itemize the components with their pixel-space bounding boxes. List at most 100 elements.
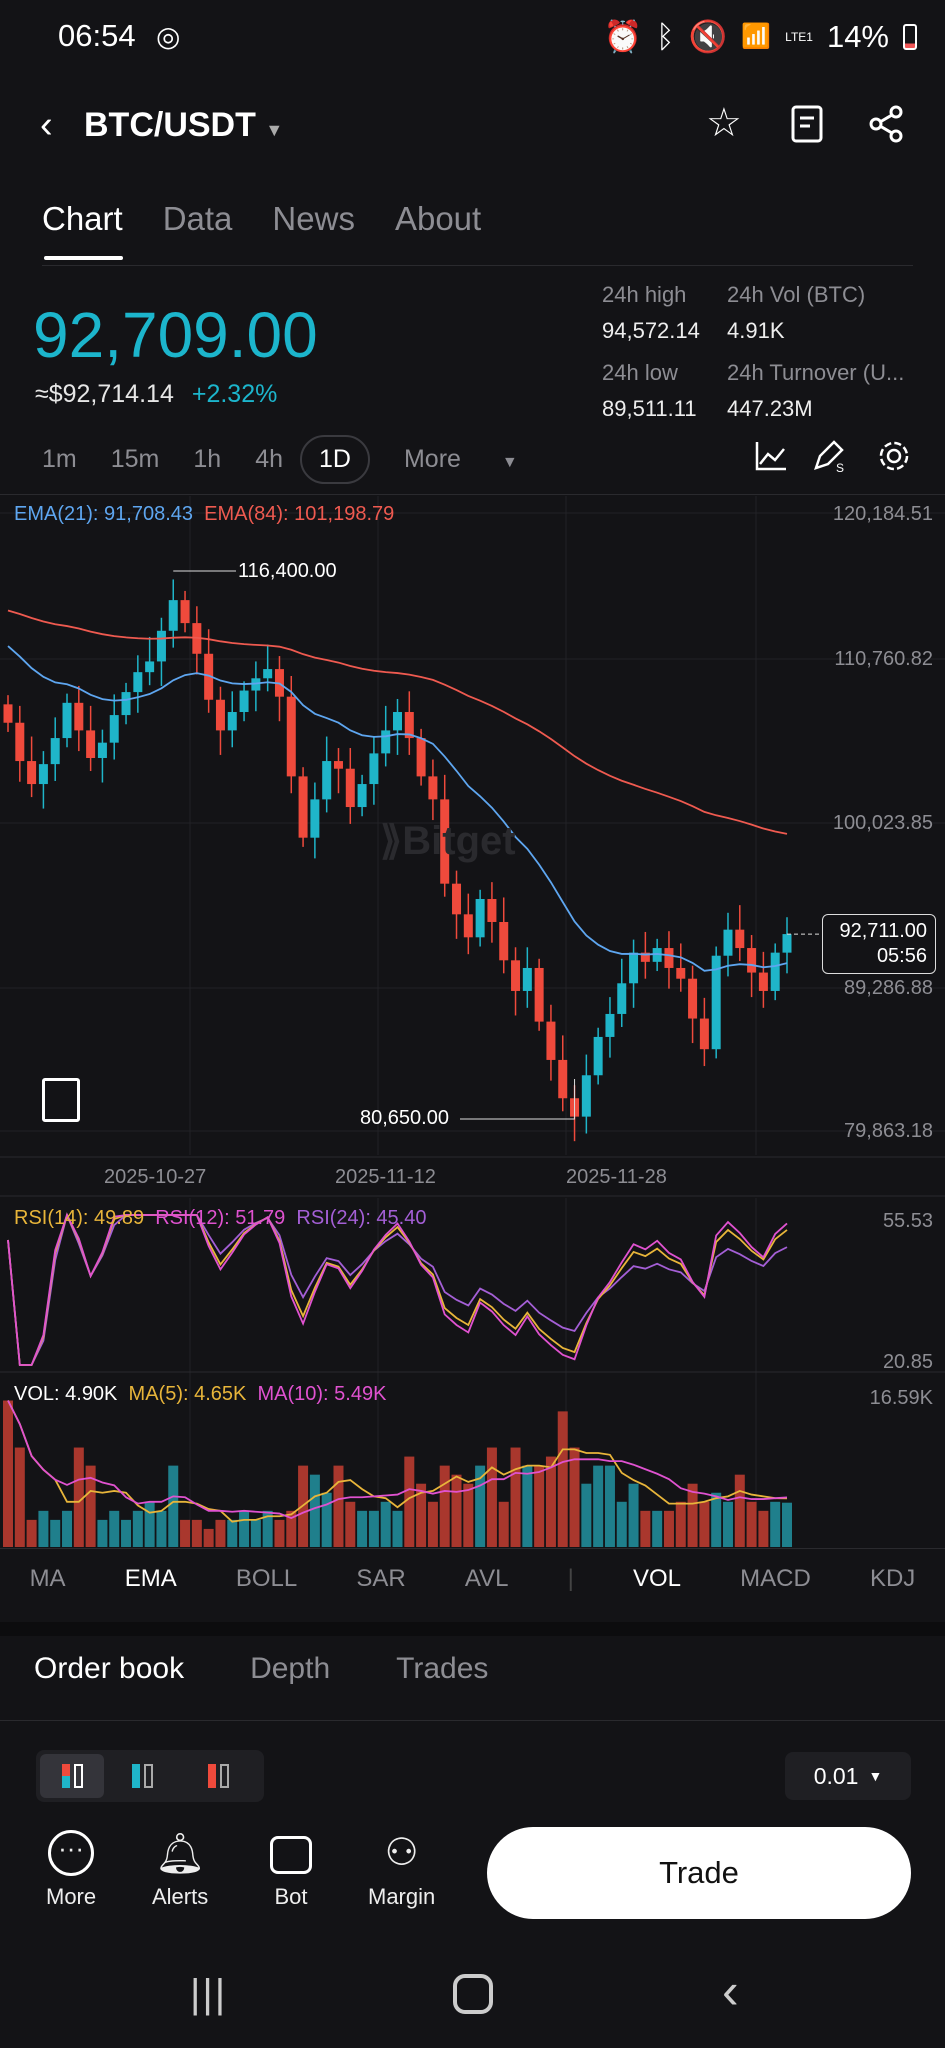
tf-1d[interactable]: 1D	[300, 435, 370, 484]
candle-body	[239, 690, 249, 713]
volume-bar	[746, 1501, 757, 1547]
tab-depth[interactable]: Depth	[250, 1652, 331, 1685]
ind-kdj[interactable]: KDJ	[869, 1565, 916, 1592]
sync-icon: ◎	[156, 21, 181, 52]
notes-icon[interactable]	[790, 104, 826, 144]
y-label: 79,863.18	[844, 1120, 933, 1142]
recent-apps-button[interactable]: |||	[190, 1972, 228, 2016]
back-button[interactable]: ‹	[40, 104, 53, 146]
tf-more[interactable]: More ▼	[370, 437, 552, 482]
x-label: 2025-11-28	[566, 1166, 667, 1188]
candle-body	[546, 1021, 556, 1060]
volume-bar	[404, 1456, 415, 1547]
home-button[interactable]	[453, 1974, 493, 2014]
label: 24h low	[602, 360, 678, 385]
star-icon[interactable]: ☆	[706, 101, 742, 145]
precision-value: 0.01	[813, 1762, 859, 1789]
candle-body	[463, 914, 473, 938]
tab-order-book[interactable]: Order book	[34, 1652, 185, 1685]
volume-bar	[628, 1483, 639, 1547]
tf-15m[interactable]: 15m	[110, 445, 160, 473]
usd-price: ≈$92,714.14	[35, 380, 174, 408]
tab-trades[interactable]: Trades	[396, 1652, 489, 1685]
trade-button[interactable]: Trade	[487, 1827, 911, 1919]
layout-bids-button[interactable]	[104, 1764, 180, 1788]
volume-bar	[333, 1465, 344, 1547]
volume-bar	[392, 1510, 403, 1547]
chart-type-icon[interactable]	[754, 440, 788, 472]
high-marker: 116,400.00	[238, 560, 337, 582]
more-button[interactable]: ··· More	[46, 1830, 96, 1910]
vol-ma5-line	[7, 1400, 788, 1523]
rsi-legend: RSI(14): 49.89 RSI(12): 51.79 RSI(24): 4…	[14, 1207, 426, 1230]
settings-icon[interactable]	[876, 438, 912, 474]
mute-icon: 🔇	[688, 19, 728, 54]
network-label: LTE1	[785, 29, 813, 44]
ind-avl[interactable]: AVL	[464, 1565, 509, 1592]
ind-sar[interactable]: SAR	[356, 1565, 406, 1592]
bot-button[interactable]: Bot	[270, 1830, 312, 1910]
ind-ema[interactable]: EMA	[124, 1565, 177, 1592]
ind-boll[interactable]: BOLL	[235, 1565, 298, 1592]
label: More	[46, 1884, 97, 1909]
back-nav-button[interactable]: ‹	[722, 1963, 739, 2019]
layout-both-button[interactable]	[40, 1754, 104, 1798]
volume-bar	[522, 1465, 533, 1547]
tf-1m[interactable]: 1m	[42, 445, 77, 473]
candle-body	[782, 934, 792, 953]
volume-bar	[663, 1510, 674, 1547]
ind-ma[interactable]: MA	[29, 1565, 66, 1592]
ma10-label: MA(10): 5.49K	[257, 1383, 387, 1405]
candle-body	[74, 702, 84, 731]
candle-body	[263, 669, 273, 679]
bot-icon	[270, 1836, 312, 1874]
margin-button[interactable]: ⚇ Margin	[368, 1830, 435, 1910]
ind-macd[interactable]: MACD	[740, 1565, 811, 1592]
volume-bar	[604, 1465, 615, 1547]
ema-legend: EMA(21): 91,708.43 EMA(84): 101,198.79	[14, 503, 394, 526]
rsi12-label: RSI(12): 51.79	[155, 1207, 286, 1229]
rsi14-line	[7, 1212, 788, 1366]
tf-4h[interactable]: 4h	[255, 445, 283, 473]
volume-bar	[687, 1483, 698, 1547]
tab-news[interactable]: News	[272, 200, 355, 237]
ema84-line	[7, 609, 788, 835]
x-label: 2025-11-12	[335, 1166, 436, 1188]
precision-select[interactable]: 0.01 ▼	[785, 1752, 911, 1800]
low-marker: 80,650.00	[360, 1107, 449, 1129]
candle-body	[534, 967, 544, 1022]
volume-bar	[262, 1510, 273, 1547]
volume-bar	[545, 1456, 556, 1547]
candle-body	[204, 653, 214, 700]
share-icon[interactable]	[868, 104, 906, 144]
draw-tool-icon[interactable]: S	[812, 438, 848, 474]
price-chart[interactable]	[0, 0, 945, 1560]
value: 94,572.14	[602, 318, 700, 343]
divider	[0, 1548, 945, 1549]
volume-bar	[451, 1474, 462, 1547]
pair-label: BTC/USDT	[84, 106, 256, 144]
candle-body	[227, 712, 237, 731]
volume-bar	[534, 1465, 545, 1547]
more-icon: ···	[48, 1830, 95, 1876]
volume-bar	[557, 1411, 568, 1547]
layout-asks-button[interactable]	[180, 1764, 256, 1788]
alerts-button[interactable]: 🔔︎ Alerts	[152, 1830, 208, 1910]
fullscreen-button[interactable]	[42, 1078, 80, 1122]
candle-body	[652, 948, 662, 962]
tab-chart[interactable]: Chart	[42, 200, 123, 260]
volume-bar	[14, 1447, 25, 1547]
candle-body	[50, 738, 60, 765]
volume-bar	[510, 1447, 521, 1547]
ind-vol[interactable]: VOL	[632, 1565, 682, 1592]
tf-1h[interactable]: 1h	[193, 445, 222, 473]
tab-about[interactable]: About	[394, 200, 482, 237]
candle-body	[62, 702, 72, 739]
tab-data[interactable]: Data	[162, 200, 233, 237]
volume-bar	[675, 1501, 686, 1547]
volume-bar	[121, 1519, 132, 1547]
more-label: More	[403, 445, 461, 473]
pair-selector[interactable]: BTC/USDT ▼	[84, 106, 283, 145]
rsi24-label: RSI(24): 45.40	[296, 1207, 427, 1229]
volume-bar	[734, 1474, 745, 1547]
